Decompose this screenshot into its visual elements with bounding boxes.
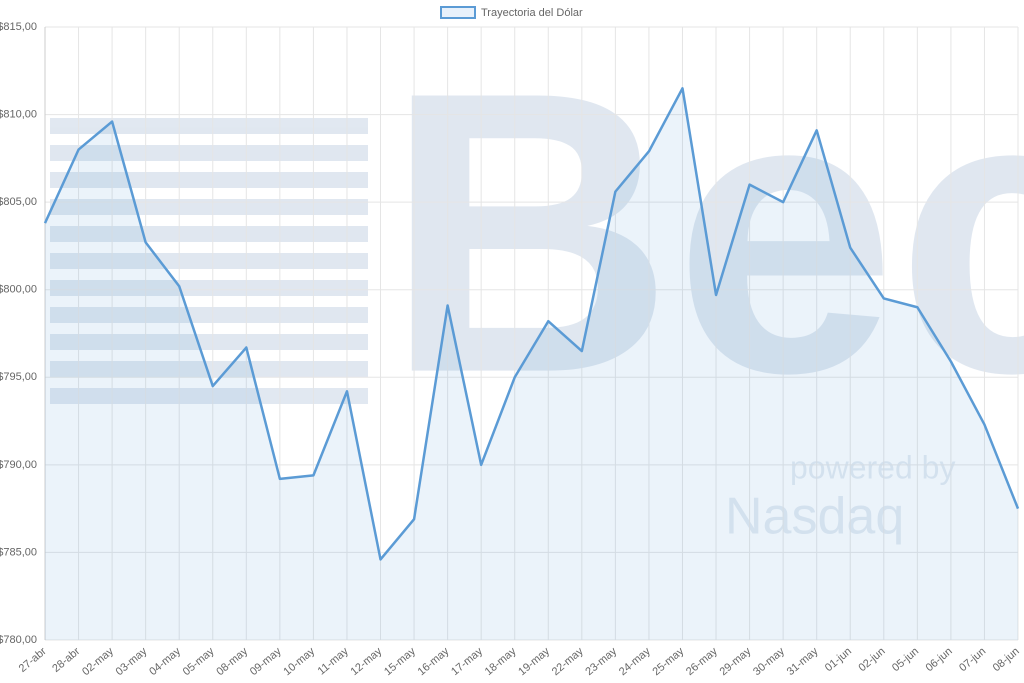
x-tick-label: 09-may (248, 645, 284, 678)
x-tick-label: 31-may (785, 645, 821, 678)
x-tick-label: 15-may (382, 645, 418, 678)
x-tick-label: 08-may (214, 645, 250, 678)
x-tick-label: 18-may (483, 645, 519, 678)
legend-swatch (440, 6, 476, 19)
x-tick-label: 16-may (416, 645, 452, 678)
x-tick-label: 11-may (316, 645, 352, 678)
legend: Trayectoria del Dólar (440, 6, 583, 19)
x-tick-label: 04-may (147, 645, 183, 678)
x-tick-label: 23-may (583, 645, 619, 678)
x-tick-label: 24-may (617, 645, 653, 678)
x-tick-label: 06-jun (924, 645, 955, 674)
y-tick-label: $800,00 (0, 284, 37, 296)
x-tick-label: 02-may (80, 645, 116, 678)
y-tick-label: $785,00 (0, 546, 37, 558)
x-tick-label: 12-may (348, 645, 384, 678)
x-tick-label: 08-jun (991, 645, 1022, 674)
x-tick-label: 30-may (751, 645, 787, 678)
y-tick-label: $790,00 (0, 459, 37, 471)
watermark-stripes (50, 118, 368, 404)
x-tick-label: 10-may (281, 645, 317, 678)
x-tick-label: 26-may (684, 645, 720, 678)
y-tick-label: $795,00 (0, 371, 37, 383)
watermark-nasdaq: Nasdaq (725, 488, 904, 546)
y-tick-label: $780,00 (0, 634, 37, 646)
x-tick-label: 22-may (550, 645, 586, 678)
x-tick-label: 05-may (181, 645, 217, 678)
line (43, 87, 1020, 561)
x-tick-label: 05-jun (890, 645, 921, 674)
x-tick-label: 03-may (114, 645, 150, 678)
y-tick-label: $815,00 (0, 21, 37, 33)
y-tick-label: $805,00 (0, 196, 37, 208)
y-tick-label: $810,00 (0, 108, 37, 120)
x-tick-label: 07-jun (957, 645, 988, 674)
x-tick-label: 01-jun (823, 645, 854, 674)
area (45, 88, 1018, 641)
watermark-sub: powered by (790, 449, 955, 485)
x-tick-label: 19-may (516, 645, 552, 678)
x-tick-label: 27-abr (17, 645, 49, 675)
x-tick-label: 17-may (449, 645, 485, 678)
watermark (50, 118, 368, 404)
x-tick-label: 25-may (650, 645, 686, 678)
x-tick-label: 02-jun (856, 645, 887, 674)
x-tick-label: 29-may (718, 645, 754, 678)
legend-label: Trayectoria del Dólar (481, 7, 583, 19)
x-tick-label: 28-abr (50, 645, 82, 675)
